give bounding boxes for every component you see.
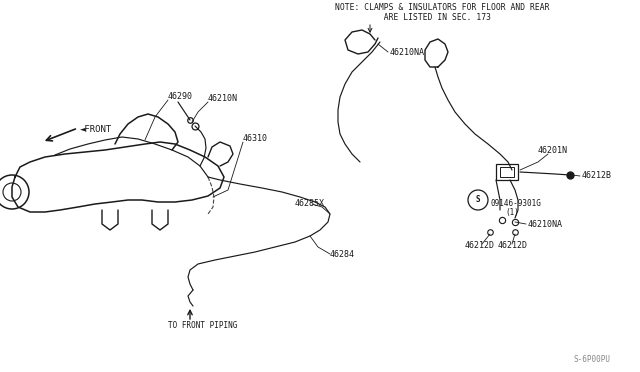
Text: ◄FRONT: ◄FRONT — [80, 125, 112, 135]
Text: 46285X: 46285X — [295, 199, 325, 208]
Text: 46212B: 46212B — [582, 171, 612, 180]
Text: 46284: 46284 — [330, 250, 355, 259]
Text: S: S — [476, 196, 480, 205]
Text: NOTE: CLAMPS & INSULATORS FOR FLOOR AND REAR: NOTE: CLAMPS & INSULATORS FOR FLOOR AND … — [335, 3, 550, 12]
Text: TO FRONT PIPING: TO FRONT PIPING — [168, 321, 237, 330]
Text: 46310: 46310 — [243, 134, 268, 143]
Text: 46212D: 46212D — [465, 241, 495, 250]
Text: ARE LISTED IN SEC. 173: ARE LISTED IN SEC. 173 — [335, 13, 491, 22]
Text: 46210NA: 46210NA — [390, 48, 425, 57]
Text: 46210NA: 46210NA — [528, 220, 563, 229]
Text: (1): (1) — [505, 208, 519, 217]
Text: 09146-9301G: 09146-9301G — [490, 199, 541, 208]
Text: 46290: 46290 — [168, 92, 193, 101]
Text: 46210N: 46210N — [208, 94, 238, 103]
Bar — [496, 164, 518, 180]
Text: 46212D: 46212D — [498, 241, 528, 250]
Bar — [500, 167, 514, 177]
Text: 46201N: 46201N — [538, 146, 568, 155]
Text: S-6P00PU: S-6P00PU — [573, 355, 610, 364]
